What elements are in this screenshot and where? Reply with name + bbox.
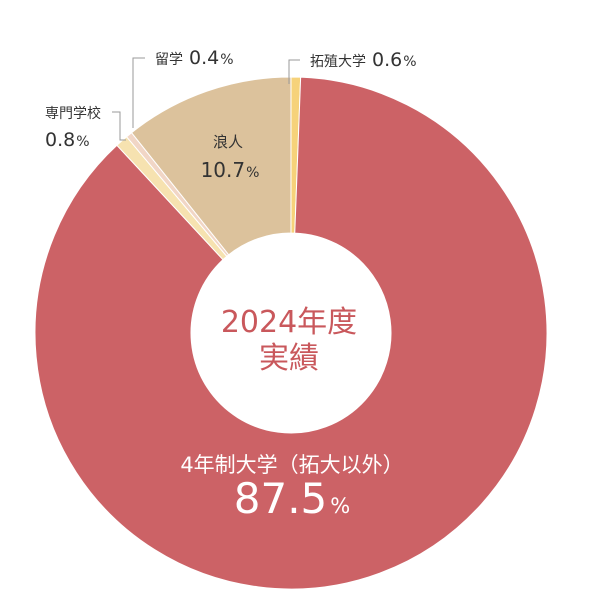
leader-line-study-abroad bbox=[132, 57, 145, 128]
slice-label-vocational-value-group: 0.8% bbox=[45, 129, 90, 151]
slice-label-value-study-abroad: 0.4 bbox=[189, 47, 219, 69]
slice-label-name-vocational: 専門学校 bbox=[45, 105, 101, 122]
slice-label-unit-vocational: % bbox=[76, 134, 89, 150]
slice-label-value-ronin-group: 10.7% bbox=[201, 158, 260, 182]
slice-label-value-university-group: 87.5% bbox=[234, 474, 350, 523]
slice-label-value-university: 87.5 bbox=[234, 474, 328, 523]
slice-label-name-takushoku: 拓殖大学 bbox=[310, 53, 366, 70]
slice-label-name-ronin: 浪人 bbox=[213, 133, 243, 151]
slice-label-value-ronin: 10.7 bbox=[201, 158, 246, 182]
slice-label-value-takushoku: 0.6 bbox=[372, 49, 402, 71]
leader-line-vocational bbox=[112, 111, 126, 141]
donut-slice-4 bbox=[130, 76, 292, 256]
slice-label-takushoku-group: 拓殖大学 0.6% bbox=[310, 49, 417, 71]
center-label-line1: 2024年度 bbox=[221, 305, 357, 340]
slice-label-value-vocational: 0.8 bbox=[45, 129, 75, 151]
slice-label-name-study-abroad: 留学 bbox=[155, 52, 183, 68]
leader-line-takushoku bbox=[288, 59, 300, 84]
slice-label-unit-ronin: % bbox=[246, 165, 259, 181]
slice-label-unit-study-abroad: % bbox=[220, 52, 233, 68]
slice-label-unit-university: % bbox=[330, 494, 350, 518]
donut-slice-1 bbox=[34, 76, 548, 590]
slice-label-name-university: 4年制大学（拓大以外） bbox=[180, 453, 403, 477]
center-label-line2: 実績 bbox=[259, 341, 319, 376]
slice-label-study-abroad-group: 留学 0.4% bbox=[155, 47, 234, 69]
slice-label-unit-takushoku: % bbox=[403, 54, 416, 70]
donut-slices bbox=[34, 76, 548, 590]
